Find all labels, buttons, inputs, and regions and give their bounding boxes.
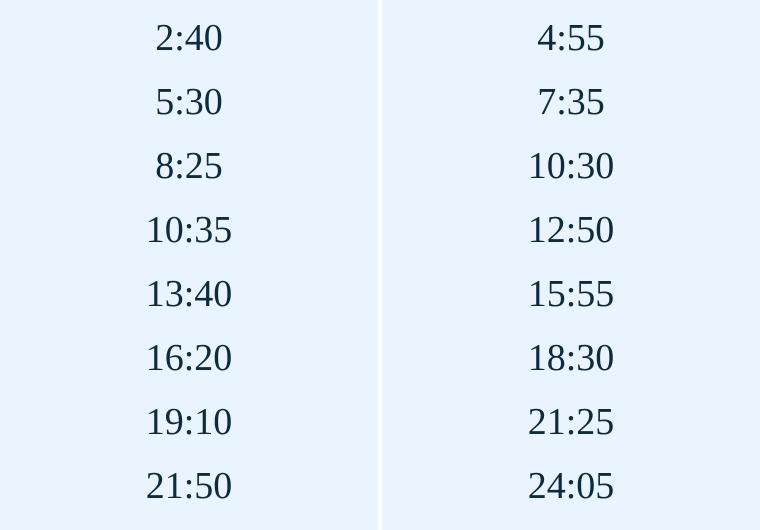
time-cell: 24:05	[527, 465, 615, 507]
time-cell: 19:10	[145, 401, 233, 443]
time-cell: 15:55	[527, 273, 615, 315]
time-cell: 2:40	[155, 17, 223, 59]
time-cell: 12:50	[527, 209, 615, 251]
time-column-right: 4:55 7:35 10:30 12:50 15:55 18:30 21:25 …	[382, 0, 760, 530]
time-cell: 8:25	[155, 145, 223, 187]
time-cell: 10:35	[145, 209, 233, 251]
time-cell: 7:35	[537, 81, 605, 123]
time-cell: 21:25	[527, 401, 615, 443]
time-cell: 5:30	[155, 81, 223, 123]
time-cell: 13:40	[145, 273, 233, 315]
time-cell: 10:30	[527, 145, 615, 187]
time-cell: 18:30	[527, 337, 615, 379]
time-column-left: 2:40 5:30 8:25 10:35 13:40 16:20 19:10 2…	[0, 0, 378, 530]
time-cell: 21:50	[145, 465, 233, 507]
time-cell: 4:55	[537, 17, 605, 59]
time-cell: 16:20	[145, 337, 233, 379]
